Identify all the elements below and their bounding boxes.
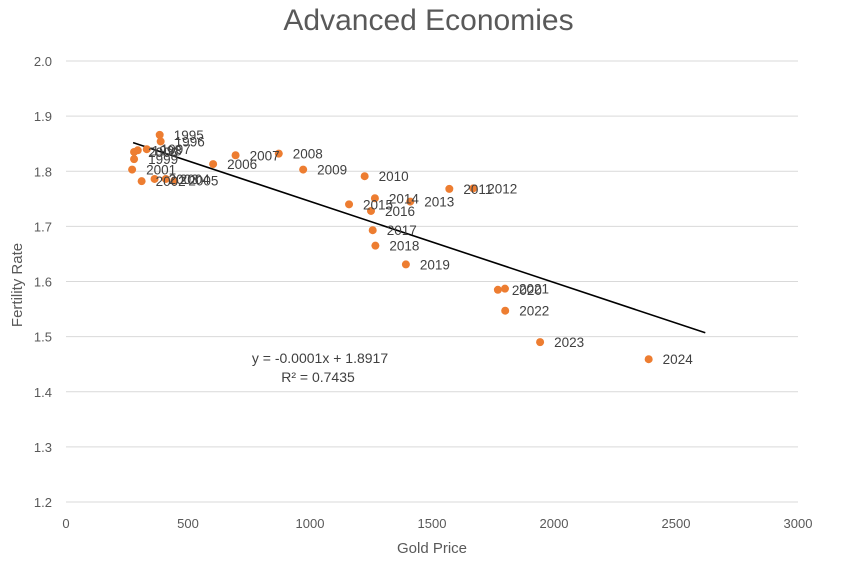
trendline [132,141,706,334]
x-tick-label: 0 [62,516,69,531]
y-axis-title: Fertility Rate [9,243,26,327]
data-label-2016: 2016 [385,204,415,219]
data-label-2005: 2005 [188,174,218,189]
x-tick-label: 2500 [662,516,691,531]
data-label-2015: 2015 [363,197,393,212]
data-point-2018 [371,241,380,250]
data-label-2007: 2007 [250,148,280,163]
data-label-2011: 2011 [463,182,492,197]
y-tick-label: 1.6 [34,275,52,290]
y-tick-label: 1.3 [34,440,52,455]
data-label-1995: 1995 [174,128,204,143]
data-point-1996 [156,137,165,146]
data-point-2020 [493,285,502,294]
data-label-2021: 2021 [519,282,549,297]
data-point-2015 [345,200,354,209]
data-label-2022: 2022 [519,304,549,319]
data-label-2010: 2010 [379,169,409,184]
data-point-2011 [445,184,454,193]
data-point-1999 [130,155,139,164]
data-label-2020: 2020 [512,283,542,298]
data-points [128,130,653,364]
data-point-1997 [142,145,151,154]
data-point-2003 [150,174,159,183]
data-point-2005 [170,176,179,185]
data-point-2014 [370,194,379,203]
data-point-2022 [501,306,510,315]
data-label-2006: 2006 [227,157,257,172]
data-label-2008: 2008 [293,147,323,162]
data-point-2016 [367,206,375,215]
data-label-1997: 1997 [161,142,191,157]
data-point-2013 [406,197,415,206]
x-tick-label: 3000 [784,516,813,531]
data-point-2007 [231,151,240,160]
data-label-2019: 2019 [420,257,450,272]
x-tick-label: 2000 [540,516,569,531]
y-tick-label: 1.8 [34,164,52,179]
data-label-2023: 2023 [554,335,584,350]
data-label-2012: 2012 [487,181,517,196]
data-label-1998: 1998 [152,143,182,158]
gridlines [66,60,798,503]
x-tick-label: 1000 [296,516,325,531]
data-point-1995 [155,130,164,139]
data-point-2010 [360,172,369,181]
data-point-2009 [299,165,308,174]
x-tick-label: 1500 [418,516,447,531]
y-tick-label: 1.5 [34,330,52,345]
axes: 1.2 1.3 1.4 1.5 1.6 1.7 1.8 1.9 2.0 0 500 1000 1500 2… [34,54,813,531]
data-label-2013: 2013 [424,195,454,210]
data-point-2002 [137,177,146,186]
trendline-r-squared: R² = 0.7435 [281,369,355,385]
data-label-2014: 2014 [389,191,420,206]
y-tick-label: 1.7 [34,219,52,234]
y-tick-label: 1.2 [34,495,52,510]
trendline-equation: y = -0.0001x + 1.8917 [252,350,388,366]
data-label-2004: 2004 [180,172,211,187]
data-point-2012 [469,184,478,193]
y-tick-label: 1.9 [34,109,52,124]
trendline-group [132,141,706,334]
y-tick-label: 2.0 [34,54,52,69]
chart-title: Advanced Economies [283,4,574,37]
data-label-2003: 2003 [169,172,199,187]
data-label-2017: 2017 [387,223,417,238]
data-point-2024 [644,355,653,364]
y-tick-label: 1.4 [34,385,52,400]
data-point-2004 [161,174,170,183]
data-label-2018: 2018 [389,239,419,254]
data-point-2000 [130,147,139,156]
data-label-2009: 2009 [317,163,347,178]
x-axis-title: Gold Price [397,540,467,557]
data-point-2008 [274,149,283,158]
data-label-1999: 1999 [148,152,178,167]
data-label-2024: 2024 [663,352,694,367]
x-tick-label: 500 [177,516,199,531]
data-point-2023 [536,338,545,347]
data-point-2019 [401,260,410,269]
data-point-2006 [209,160,218,169]
data-point-2021 [500,284,509,293]
data-point-2001 [128,165,137,174]
data-label-2001: 2001 [146,163,176,178]
data-label-2002: 2002 [156,174,186,189]
data-point-2017 [368,226,377,235]
data-label-2000: 2000 [148,145,178,160]
data-label-1996: 1996 [175,134,205,149]
